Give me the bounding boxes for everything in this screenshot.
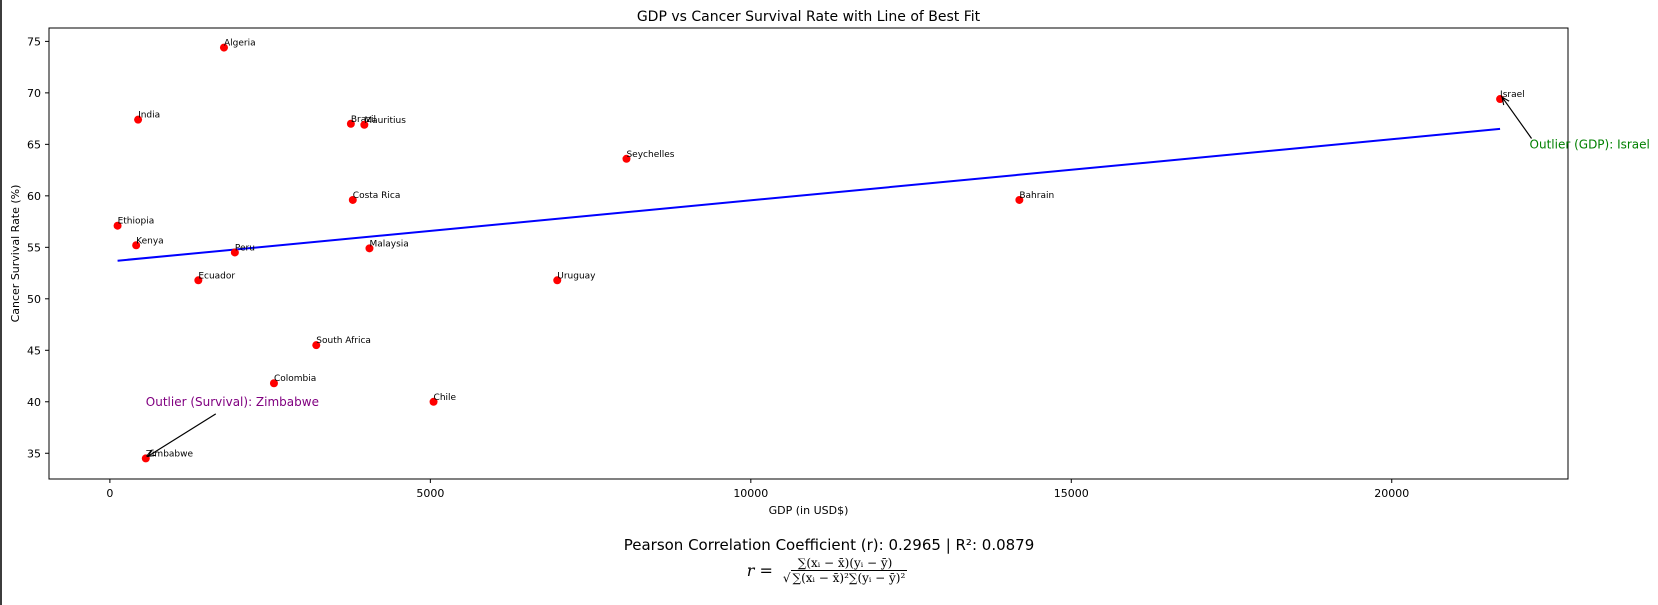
y-tick-label: 40	[27, 396, 41, 409]
data-point	[230, 248, 239, 257]
data-point	[134, 115, 143, 124]
point-label: Israel	[1500, 90, 1525, 100]
point-label: Kenya	[136, 236, 164, 246]
formula-denominator-wrap: √ ∑(xᵢ − x̄)²∑(yᵢ − ȳ)²	[779, 570, 911, 585]
y-tick-label: 70	[27, 87, 41, 100]
annotation-arrow	[1502, 97, 1533, 139]
y-axis-label: Cancer Survival Rate (%)	[9, 185, 22, 323]
chart-title: GDP vs Cancer Survival Rate with Line of…	[637, 9, 981, 25]
y-tick-label: 65	[27, 138, 41, 151]
y-tick-label: 35	[27, 447, 41, 460]
data-point	[365, 244, 374, 253]
radical-sign: √	[782, 571, 791, 585]
point-label: Algeria	[224, 39, 256, 49]
annotation-arrow	[148, 413, 217, 457]
x-tick-label: 20000	[1374, 487, 1409, 500]
pearson-formula: r = ∑(xᵢ − x̄)(yᵢ − ȳ) √ ∑(xᵢ − x̄)²∑(yᵢ …	[0, 556, 1658, 602]
point-label: Ecuador	[198, 271, 235, 281]
point-label: Mauritius	[364, 116, 406, 126]
formula-lhs: r =	[746, 561, 773, 580]
data-point	[219, 43, 228, 52]
formula-numerator: ∑(xᵢ − x̄)(yᵢ − ȳ)	[793, 556, 897, 571]
point-label: Peru	[235, 243, 255, 253]
data-point	[312, 341, 321, 350]
best-fit-line	[117, 127, 1501, 262]
point-label: Uruguay	[557, 271, 596, 281]
data-point	[1015, 195, 1024, 204]
point-label: Bahrain	[1019, 191, 1054, 201]
y-tick-label: 75	[27, 35, 41, 48]
point-label: Ethiopia	[118, 217, 155, 227]
x-tick-label: 5000	[416, 487, 444, 500]
point-label: Seychelles	[626, 150, 674, 160]
x-axis-label: GDP (in USD$)	[769, 504, 849, 517]
data-point	[360, 120, 369, 129]
x-tick-label: 10000	[733, 487, 768, 500]
plot-frame	[48, 27, 1569, 480]
data-point	[429, 397, 438, 406]
formula-denominator: ∑(xᵢ − x̄)²∑(yᵢ − ȳ)²	[790, 570, 908, 585]
y-tick-label: 50	[27, 293, 41, 306]
window-edge	[0, 0, 2, 605]
x-tick-label: 0	[106, 487, 113, 500]
y-tick-label: 55	[27, 241, 41, 254]
data-point	[194, 276, 203, 285]
data-point	[346, 119, 355, 128]
data-point	[622, 154, 631, 163]
x-tick-label: 15000	[1054, 487, 1089, 500]
point-label: Zimbabwe	[146, 449, 194, 459]
data-point	[269, 379, 278, 388]
point-label: Chile	[434, 393, 457, 403]
annotation-label: Outlier (Survival): Zimbabwe	[146, 395, 319, 409]
y-tick-label: 45	[27, 344, 41, 357]
point-label: South Africa	[316, 336, 371, 346]
formula-fraction: ∑(xᵢ − x̄)(yᵢ − ȳ) √ ∑(xᵢ − x̄)²∑(yᵢ − ȳ)…	[779, 556, 911, 585]
scatter-chart: GDP vs Cancer Survival Rate with Line of…	[9, 9, 1650, 517]
point-label: Malaysia	[369, 239, 408, 249]
data-point	[348, 195, 357, 204]
annotation-label: Outlier (GDP): Israel	[1530, 137, 1650, 151]
point-label: Brazil	[351, 115, 376, 125]
data-point	[113, 221, 122, 230]
data-point	[132, 241, 141, 250]
data-point	[553, 276, 562, 285]
y-tick-label: 60	[27, 190, 41, 203]
point-label: India	[138, 111, 160, 121]
point-label: Colombia	[274, 374, 316, 384]
point-label: Costa Rica	[353, 191, 401, 201]
correlation-stats: Pearson Correlation Coefficient (r): 0.2…	[623, 536, 1035, 554]
